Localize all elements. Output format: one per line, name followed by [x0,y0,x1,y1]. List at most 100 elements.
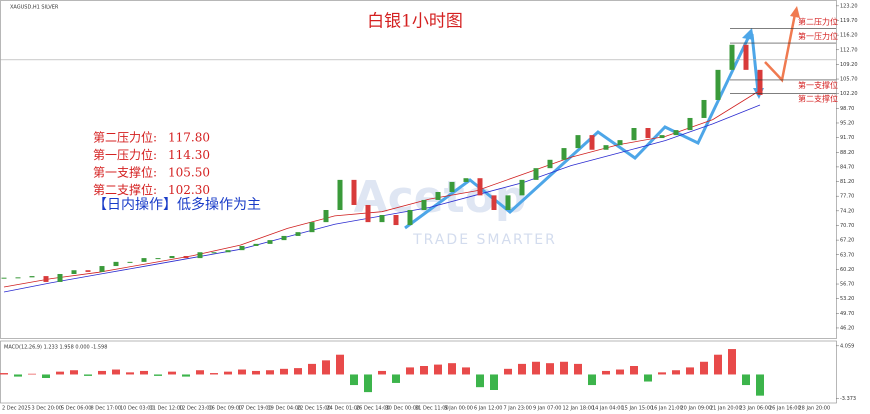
level-value: 117.80 [168,131,210,145]
candle [687,117,693,131]
macd-bar [224,371,232,375]
x-tick-label: 22 Dec 15:00 [297,406,331,412]
macd-bar [756,374,764,396]
y-tick-label: 60.20 [840,267,854,273]
x-tick-label: 24 Dec 01:00 [327,406,361,412]
candle [715,69,721,100]
x-tick-label: 8 Dec 17:00 [91,406,121,412]
candle [351,179,357,205]
level-value: 105.50 [168,166,210,180]
macd-bar [210,373,218,375]
candle [43,276,49,282]
candle [659,135,665,139]
macd-bar [308,363,316,375]
forecast-arrow [764,13,797,83]
candle [421,199,427,210]
moving-average [3,90,761,288]
y-tick-label: 105.70 [840,77,858,83]
candle [253,243,259,246]
arrow-head [790,6,800,18]
y-tick-label: 74.20 [840,208,854,214]
x-tick-label: 7 Jan 23:00 [504,406,532,412]
macd-bar [728,349,736,375]
macd-bar [588,374,596,386]
candle [435,192,441,200]
macd-bar [0,373,8,375]
y-tick-label: 77.70 [840,194,854,200]
y-tick-label: 88.20 [840,150,854,156]
x-tick-label: 9 Jan 07:00 [533,406,561,412]
macd-bar [112,369,120,375]
level-value: 102.30 [168,183,210,197]
candle [155,258,161,260]
x-tick-label: 21 Jan 20:00 [710,406,742,412]
level-name: 第一压力位: [93,147,157,162]
macd-bar [406,367,414,375]
candle [575,135,581,149]
macd-bar [378,370,386,375]
macd-bar [14,374,22,377]
y-tick-label: 112.70 [840,47,858,53]
y-tick-label: 53.20 [840,296,854,302]
macd-bar [84,374,92,376]
macd-bar [518,363,526,375]
x-tick-label: 5 Jan 00:00 [445,406,473,412]
y-tick-label: 46.20 [840,325,854,331]
candle [519,179,525,196]
macd-bar [420,366,428,375]
x-tick-label: 11 Dec 12:00 [150,406,184,412]
candle [561,148,567,160]
candle [463,178,469,182]
x-tick-label: 19 Dec 04:00 [268,406,302,412]
candle [1,277,7,279]
trend-arrow [750,33,760,93]
y-tick-label: 63.70 [840,252,854,258]
candle [337,179,343,210]
candle [57,273,63,282]
x-tick-label: 12 Dec 23:00 [179,406,213,412]
macd-bar [742,374,750,386]
candle [239,245,245,251]
candle [617,140,623,146]
candle [169,256,175,259]
macd-bar [126,372,134,375]
candle [225,250,231,253]
level-value: 114.30 [168,148,210,162]
candle [505,195,511,210]
x-tick-label: 2 Dec 2025 [2,406,31,412]
macd-title: MACD(12,26,9) 1.233 1.958 0.000 -1.598 [4,345,107,351]
y-tick-label: 84.70 [840,164,854,170]
x-tick-label: 16 Jan 21:00 [651,406,683,412]
macd-bar [182,374,190,377]
y-tick-label: 91.70 [840,135,854,141]
y-tick-label: 119.70 [840,18,858,24]
x-tick-label: 6 Jan 12:00 [474,406,502,412]
candle [281,235,287,241]
candle [141,258,147,262]
candle [113,261,119,267]
macd-bar [42,374,50,378]
candle [547,159,553,169]
macd-bar [490,374,498,390]
macd-bar [392,374,400,383]
candle [757,69,763,95]
x-tick-label: 26 Dec 14:00 [356,406,390,412]
candle [491,195,497,210]
y-tick-label: 109.20 [840,62,858,68]
candle [407,209,413,226]
macd-bar [616,369,624,375]
candle [589,135,595,150]
macd-bar [364,374,372,393]
macd-bar [28,373,36,375]
candle [295,232,301,236]
macd-frame [0,340,837,404]
level-tag: 第一压力位 [798,31,838,41]
note: 【日内操作】低多操作为主 [93,196,261,213]
candle [323,209,329,223]
x-tick-label: 26 Jan 16:00 [769,406,801,412]
x-tick-label: 10 Dec 03:00 [120,406,154,412]
macd-bar [462,367,470,375]
y-tick-label: 116.20 [840,33,858,39]
level-name: 第二支撑位: [93,182,157,197]
macd-bar [574,363,582,375]
